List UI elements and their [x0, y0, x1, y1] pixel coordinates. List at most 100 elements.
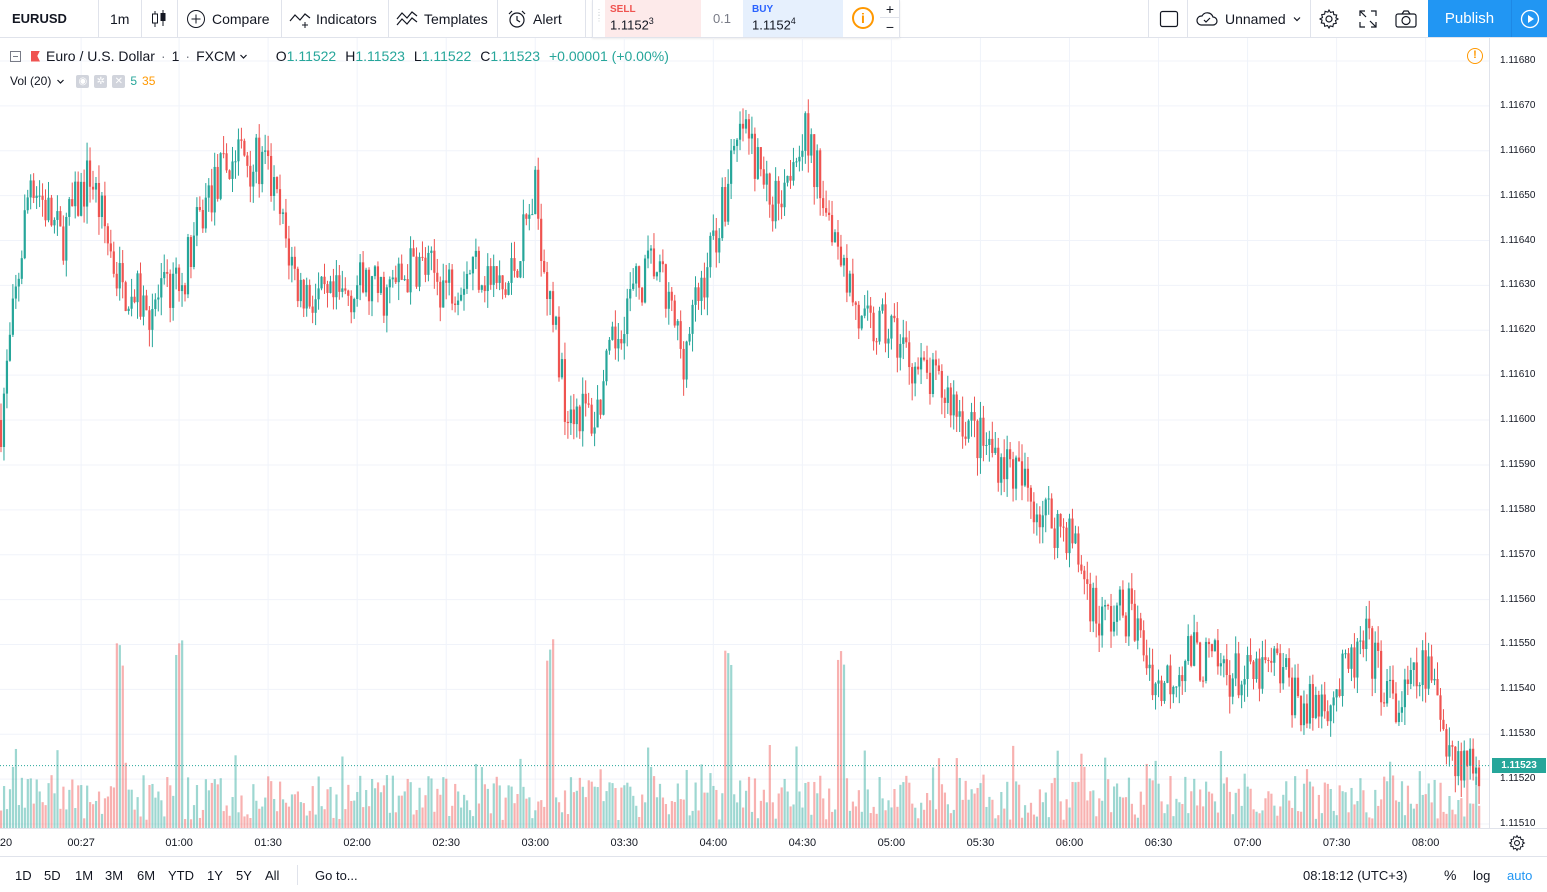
candle-body — [531, 214, 534, 216]
close-icon[interactable]: ✕ — [112, 74, 126, 88]
layout-button[interactable] — [1158, 0, 1180, 37]
volume-bar — [1442, 811, 1445, 828]
candle-body — [540, 218, 543, 261]
interval-button[interactable]: 1m — [110, 10, 130, 27]
volume-bar — [255, 800, 258, 828]
chevron-down-icon[interactable] — [56, 77, 65, 86]
clock-timezone[interactable]: 08:18:12 (UTC+3) — [1303, 868, 1408, 883]
candle-body — [142, 295, 145, 317]
save-layout-button[interactable]: Unnamed — [1195, 0, 1302, 37]
info-icon[interactable]: i — [852, 7, 874, 29]
candle-body — [308, 284, 311, 307]
range-button-5y[interactable]: 5Y — [236, 868, 252, 883]
axis-settings-button[interactable] — [1508, 834, 1526, 857]
buy-button[interactable]: BUY 1.11524 — [743, 0, 843, 37]
flag-icon[interactable] — [31, 50, 40, 62]
volume-bar — [184, 819, 187, 828]
volume-bar — [1059, 801, 1062, 828]
candle-body — [427, 252, 430, 275]
range-button-6m[interactable]: 6M — [137, 868, 156, 883]
candle-body — [1181, 675, 1184, 682]
auto-scale-toggle[interactable]: auto — [1507, 868, 1533, 883]
time-axis-label: 01:00 — [165, 837, 193, 849]
candle-body — [765, 173, 768, 185]
goto-button[interactable]: Go to... — [315, 868, 358, 883]
candle-body — [1196, 632, 1199, 643]
sell-button[interactable]: SELL 1.11523 — [605, 0, 701, 37]
candle-body — [252, 171, 255, 187]
volume-bar — [207, 790, 210, 828]
candle-body — [658, 261, 661, 273]
candle-body — [557, 316, 561, 378]
candle-body — [738, 123, 742, 140]
volume-bar — [1421, 794, 1424, 828]
low-value: 1.11522 — [421, 48, 472, 64]
legend-exchange[interactable]: FXCM — [196, 48, 236, 64]
price-chart[interactable] — [0, 38, 1489, 828]
range-button-1d[interactable]: 1D — [15, 868, 32, 883]
alert-button[interactable]: Alert — [506, 0, 562, 37]
volume-bar — [406, 778, 409, 828]
candle-body — [1430, 656, 1433, 681]
time-axis[interactable]: 20 00:27 01:00 01:30 02:00 02:30 03:00 03:30 04:… — [0, 828, 1547, 856]
volume-bar — [160, 800, 163, 828]
price-axis-label: 1.11640 — [1500, 234, 1536, 246]
chart-style-button[interactable] — [150, 0, 168, 37]
candle-body — [1282, 667, 1285, 684]
candle-body — [397, 263, 400, 283]
volume-bar — [89, 802, 92, 828]
quantity-increase-button[interactable]: + — [880, 0, 900, 18]
candle-body — [139, 273, 142, 317]
volume-bar — [26, 779, 29, 828]
candle-body — [1190, 636, 1193, 666]
warning-icon[interactable]: ! — [1467, 48, 1483, 64]
range-button-5d[interactable]: 5D — [44, 868, 61, 883]
volume-bar — [290, 794, 294, 828]
candle-body — [646, 250, 650, 259]
volume-bar — [765, 802, 768, 828]
volume-bar — [1018, 784, 1021, 828]
chart-pane[interactable] — [0, 38, 1489, 828]
range-button-1y[interactable]: 1Y — [207, 868, 223, 883]
volume-title[interactable]: Vol (20) — [10, 74, 52, 88]
range-button-all[interactable]: All — [265, 868, 280, 883]
candle-body — [543, 260, 546, 273]
volume-bar — [68, 789, 71, 828]
snapshot-button[interactable] — [1394, 0, 1418, 37]
collapse-legend-icon[interactable] — [10, 50, 21, 62]
candle-body — [1293, 677, 1297, 716]
volume-bar — [587, 780, 590, 828]
volume-bar — [617, 819, 620, 828]
play-button[interactable] — [1511, 0, 1547, 37]
range-button-ytd[interactable]: YTD — [168, 868, 194, 883]
price-axis[interactable]: 1.11680 1.11670 1.11660 1.11650 1.11640 1.116… — [1489, 38, 1547, 829]
fullscreen-button[interactable] — [1358, 0, 1378, 37]
range-button-3m[interactable]: 3M — [105, 868, 124, 883]
time-axis-label: 02:30 — [432, 837, 460, 849]
candle-body — [522, 214, 525, 262]
publish-button[interactable]: Publish — [1428, 0, 1511, 37]
fullscreen-icon — [1359, 9, 1377, 28]
gear-icon[interactable]: ✲ — [94, 74, 108, 88]
volume-bar — [1044, 792, 1047, 828]
candle-body — [501, 275, 504, 290]
candle-body — [735, 139, 739, 146]
price-axis-label: 1.11530 — [1500, 728, 1536, 740]
quantity-decrease-button[interactable]: − — [885, 19, 895, 35]
candle-body — [163, 272, 166, 279]
candle-body — [8, 334, 12, 361]
candle-body — [451, 269, 454, 304]
settings-button[interactable] — [1318, 0, 1340, 37]
range-button-1m[interactable]: 1M — [75, 868, 94, 883]
compare-button[interactable]: Compare — [186, 0, 270, 37]
chevron-down-icon[interactable] — [239, 52, 248, 61]
eye-icon[interactable]: ◉ — [76, 74, 90, 88]
candle-body — [1344, 653, 1347, 655]
candle-body — [1172, 686, 1175, 695]
log-scale-toggle[interactable]: log — [1473, 868, 1491, 883]
percent-scale-toggle[interactable]: % — [1444, 867, 1457, 883]
templates-button[interactable]: Templates — [396, 0, 488, 37]
symbol-search-button[interactable]: EURUSD — [12, 11, 67, 26]
indicators-button[interactable]: Indicators — [289, 0, 377, 37]
drag-handle-icon[interactable]: ⋮⋮ ⋮⋮ — [595, 8, 613, 23]
